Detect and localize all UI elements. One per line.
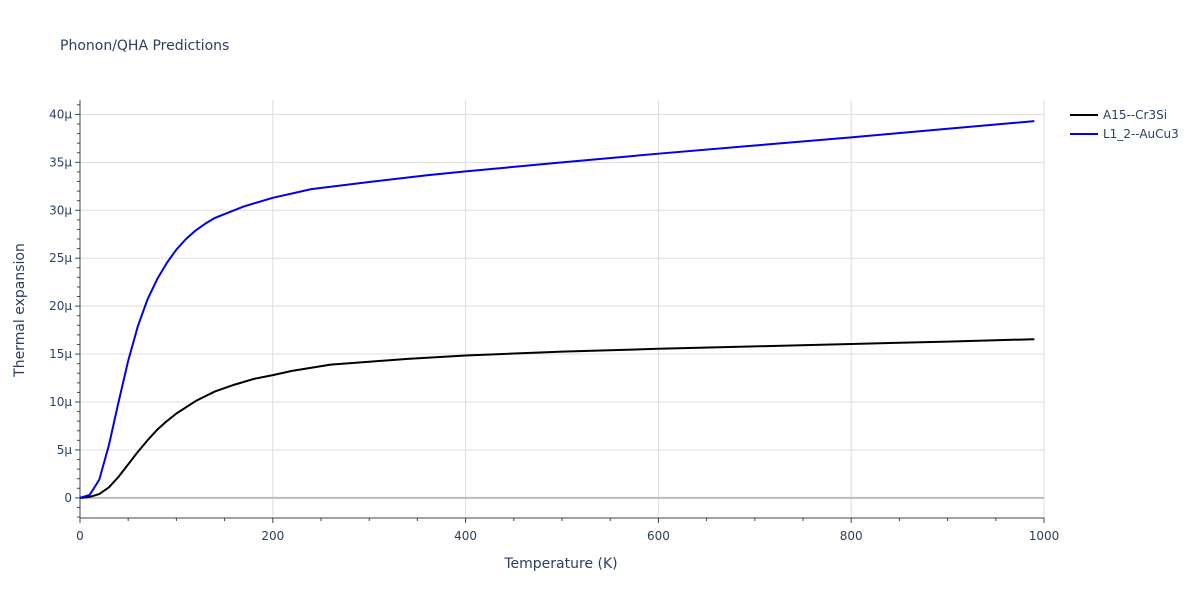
y-tick-label: 35μ [49,155,72,169]
legend-label: L1_2--AuCu3 [1103,127,1179,141]
legend-label: A15--Cr3Si [1103,108,1167,122]
y-tick-label: 15μ [49,347,72,361]
y-tick-label: 30μ [49,203,72,217]
x-tick-label: 1000 [1029,529,1060,543]
y-axis-title: Thermal expansion [12,243,28,378]
series-line-2 [79,120,1035,499]
x-tick-label: 0 [76,529,84,543]
series-group [79,120,1035,499]
legend-item[interactable]: L1_2--AuCu3 [1070,127,1179,141]
chart-title: Phonon/QHA Predictions [60,38,229,54]
y-tick-label: 10μ [49,395,72,409]
x-tick-label: 400 [454,529,477,543]
y-tick-label: 5μ [57,443,73,457]
y-tick-label: 0 [64,491,72,505]
x-axis-title: Temperature (K) [503,556,617,572]
x-tick-label: 600 [647,529,670,543]
legend-item[interactable]: A15--Cr3Si [1070,108,1167,122]
series-line-1 [79,338,1035,499]
y-tick-label: 20μ [49,299,72,313]
x-tick-label: 200 [261,529,284,543]
y-tick-label: 40μ [49,107,72,121]
y-tick-label: 25μ [49,251,72,265]
axes: 0 200 400 600 800 1000 0 5μ 10μ 15μ 20μ 25μ 30μ 35μ 40… [49,100,1059,543]
legend[interactable]: A15--Cr3Si L1_2--AuCu3 [1070,108,1179,141]
x-tick-label: 800 [840,529,863,543]
